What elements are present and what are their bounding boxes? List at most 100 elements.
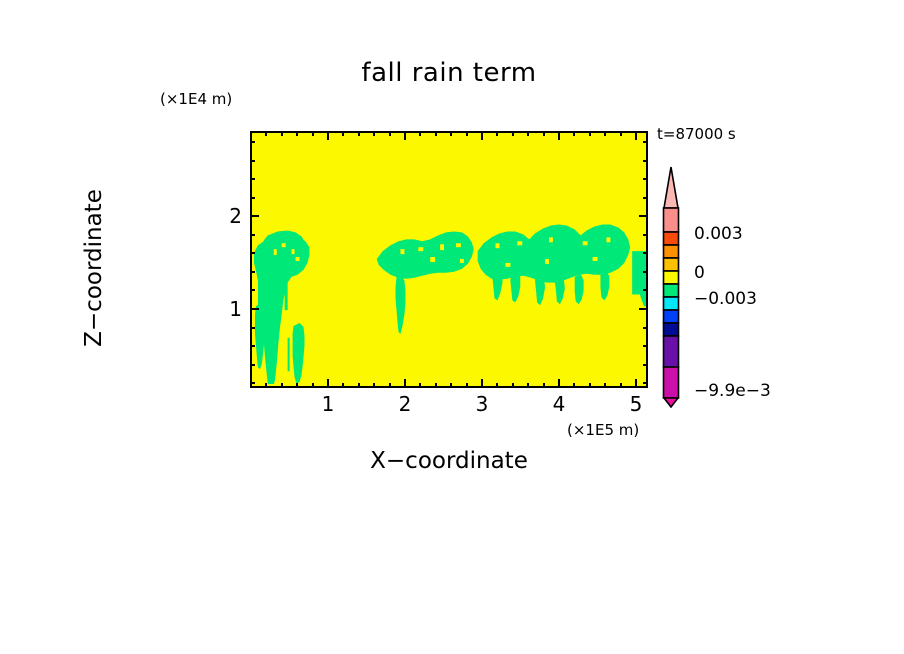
y-tick-right-minor [643,234,648,236]
y-tick-right-minor [643,252,648,254]
heatmap-svg [252,133,646,386]
x-tick-top-minor [265,131,267,136]
x-tick-minor [589,383,591,388]
x-axis-unit-label: (×1E5 m) [567,421,640,439]
x-tick-top-minor [389,131,391,136]
x-tick-label: 5 [629,392,643,416]
x-tick-minor [373,383,375,388]
colorbar-segment [662,231,680,246]
x-tick-label: 1 [321,392,335,416]
x-tick-top-minor [527,131,529,136]
y-tick-right-minor [643,382,648,384]
x-tick-major [558,379,560,388]
x-tick-label: 3 [475,392,489,416]
x-tick-minor [342,383,344,388]
plot-area [250,131,648,388]
x-tick-minor [281,383,283,388]
colorbar-segment [662,322,680,337]
y-tick-minor [250,197,255,199]
x-tick-minor [604,383,606,388]
y-tick-right-minor [643,345,648,347]
y-tick-minor [250,345,255,347]
x-tick-minor [496,383,498,388]
y-tick-minor [250,252,255,254]
colorbar-label: −0.003 [694,289,757,309]
heatmap-features [253,224,646,385]
colorbar-segment [662,270,680,285]
x-tick-minor [358,383,360,388]
colorbar-label: 0.003 [694,224,743,244]
colorbar [660,166,682,408]
x-tick-minor [512,383,514,388]
x-tick-major [635,379,637,388]
heatmap-field [252,133,646,386]
x-tick-top-minor [512,131,514,136]
y-tick-minor [250,178,255,180]
x-tick-minor [389,383,391,388]
y-tick-right-minor [643,197,648,199]
x-tick-top-minor [496,131,498,136]
colorbar-segments [662,166,680,408]
x-tick-top-minor [296,131,298,136]
y-tick-label: 2 [229,204,242,228]
x-tick-top-major [327,131,329,140]
x-tick-top-minor [342,131,344,136]
y-tick-minor [250,289,255,291]
y-tick-right-minor [643,327,648,329]
y-tick-minor [250,160,255,162]
y-tick-minor [250,271,255,273]
y-tick-major [250,215,259,217]
x-tick-minor [620,383,622,388]
x-tick-minor [527,383,529,388]
x-tick-minor [573,383,575,388]
y-axis-title: Z−coordinate [81,189,107,347]
y-tick-minor [250,327,255,329]
colorbar-segment [662,207,680,233]
x-tick-major [327,379,329,388]
y-tick-right-major [639,215,648,217]
colorbar-segment [662,244,680,259]
colorbar-label: 0 [694,263,705,283]
x-tick-minor [466,383,468,388]
x-tick-top-major [481,131,483,140]
x-tick-top-minor [281,131,283,136]
y-tick-right-minor [643,271,648,273]
y-tick-right-minor [643,160,648,162]
colorbar-segment [662,257,680,272]
colorbar-segment [662,335,680,368]
x-tick-top-minor [435,131,437,136]
y-tick-right-minor [643,364,648,366]
x-tick-minor [312,383,314,388]
x-tick-minor [435,383,437,388]
x-axis-title: X−coordinate [370,448,528,474]
y-axis-unit-label: (×1E4 m) [160,90,233,108]
x-tick-major [404,379,406,388]
y-tick-right-minor [643,141,648,143]
x-tick-top-minor [604,131,606,136]
y-tick-minor [250,364,255,366]
y-tick-minor [250,234,255,236]
colorbar-bottom-arrow [662,397,680,408]
y-tick-right-minor [643,289,648,291]
x-tick-top-major [558,131,560,140]
y-tick-right-major [639,308,648,310]
y-tick-major [250,308,259,310]
x-tick-top-major [635,131,637,140]
x-tick-top-minor [589,131,591,136]
colorbar-label: −9.9e−3 [694,381,771,401]
x-tick-minor [296,383,298,388]
x-tick-top-minor [543,131,545,136]
x-tick-top-minor [373,131,375,136]
colorbar-segment [662,366,680,399]
chart-title: fall rain term [361,58,537,88]
colorbar-top-arrow [663,166,679,209]
colorbar-segment [662,296,680,311]
x-tick-top-minor [620,131,622,136]
x-tick-top-major [404,131,406,140]
y-tick-minor [250,141,255,143]
x-tick-top-minor [573,131,575,136]
colorbar-segment [662,283,680,298]
x-tick-major [481,379,483,388]
x-tick-top-minor [450,131,452,136]
